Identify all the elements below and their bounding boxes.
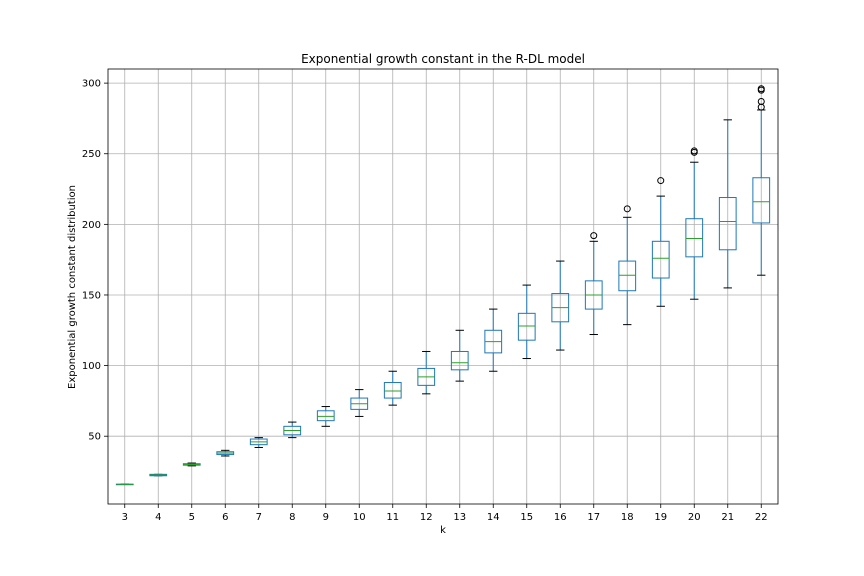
outlier-point [757, 85, 765, 93]
box-group [283, 421, 302, 439]
box-group [350, 389, 369, 417]
x-tick-label: 7 [256, 512, 262, 523]
outlier-point [690, 147, 698, 155]
box-group [685, 147, 704, 300]
box-body [718, 197, 737, 251]
box-group [718, 119, 737, 289]
x-tick-label: 11 [386, 512, 399, 523]
x-tick-label: 21 [721, 512, 734, 523]
box-group [484, 308, 503, 372]
y-tick-label: 200 [82, 220, 101, 231]
x-tick-label: 4 [155, 512, 161, 523]
x-tick-label: 5 [189, 512, 195, 523]
box-group [651, 177, 670, 307]
box-group [216, 449, 235, 457]
box-body [651, 240, 670, 279]
x-tick-label: 20 [688, 512, 701, 523]
x-tick-label: 6 [222, 512, 228, 523]
plot-frame [107, 68, 779, 505]
box-layer [115, 85, 771, 486]
x-tick-label: 14 [487, 512, 500, 523]
x-tick-label: 17 [587, 512, 600, 523]
x-tick-label: 15 [520, 512, 533, 523]
y-axis-title: Exponential growth constant distribution [67, 185, 78, 389]
box-group [517, 284, 536, 360]
x-axis-title: k [440, 525, 446, 536]
x-tick-label: 9 [323, 512, 329, 523]
box-group [182, 462, 201, 467]
x-tick-label: 8 [289, 512, 295, 523]
x-tick-label: 22 [755, 512, 768, 523]
x-tick-label: 19 [654, 512, 667, 523]
box-group [115, 483, 134, 486]
outlier-point [657, 177, 665, 185]
x-tick-label: 10 [353, 512, 366, 523]
box-body [618, 260, 637, 292]
y-tick-label: 100 [82, 361, 101, 372]
outlier-point [590, 232, 598, 240]
box-group [584, 232, 603, 336]
x-tick-label: 3 [122, 512, 128, 523]
box-body [517, 312, 536, 341]
outlier-point [623, 205, 631, 213]
box-group [618, 205, 637, 326]
y-tick-label: 250 [82, 149, 101, 160]
outlier-point [757, 97, 765, 105]
box-group [551, 260, 570, 351]
x-tick-label: 13 [453, 512, 466, 523]
x-tick-label: 12 [420, 512, 433, 523]
box-group [450, 329, 469, 382]
tick-layer: 3 4 5 6 7 8 9 10 11 12 13 14 15 16 17 18 19 20 21 22 50 100 15… [82, 79, 768, 523]
box-body [383, 382, 402, 399]
box-group [316, 406, 335, 427]
y-tick-label: 50 [88, 432, 101, 443]
chart-title: Exponential growth constant in the R-DL … [301, 52, 585, 66]
box-group [417, 350, 436, 395]
box-body [450, 350, 469, 371]
box-group [249, 437, 268, 449]
box-group [752, 85, 771, 276]
box-group [149, 473, 168, 477]
y-tick-label: 300 [82, 79, 101, 90]
box-group [383, 370, 402, 406]
x-tick-label: 16 [554, 512, 567, 523]
x-tick-label: 18 [621, 512, 634, 523]
box-body [752, 177, 771, 224]
box-body [316, 410, 335, 422]
box-body [685, 218, 704, 258]
y-tick-label: 150 [82, 290, 101, 301]
